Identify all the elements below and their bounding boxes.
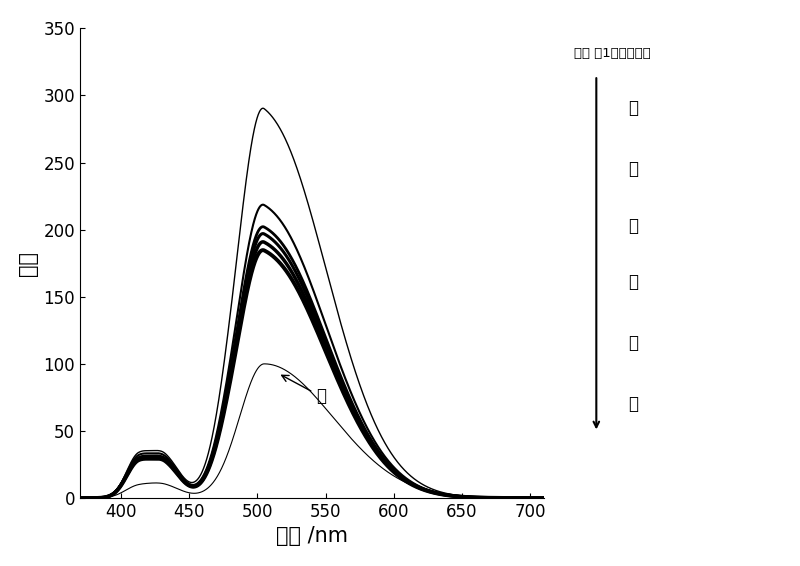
Text: 钕: 钕 — [628, 217, 638, 235]
Text: 钆: 钆 — [628, 395, 638, 413]
Text: 钐: 钐 — [628, 273, 638, 291]
X-axis label: 波长 /nm: 波长 /nm — [276, 526, 348, 547]
Y-axis label: 强度: 强度 — [18, 251, 38, 276]
Text: 锶: 锶 — [282, 375, 326, 405]
Text: 实施 例1所得化合物: 实施 例1所得化合物 — [574, 47, 650, 60]
Text: 鎧: 鎧 — [628, 99, 638, 117]
Text: 镧: 镧 — [628, 160, 638, 178]
Text: 镑: 镑 — [628, 334, 638, 352]
